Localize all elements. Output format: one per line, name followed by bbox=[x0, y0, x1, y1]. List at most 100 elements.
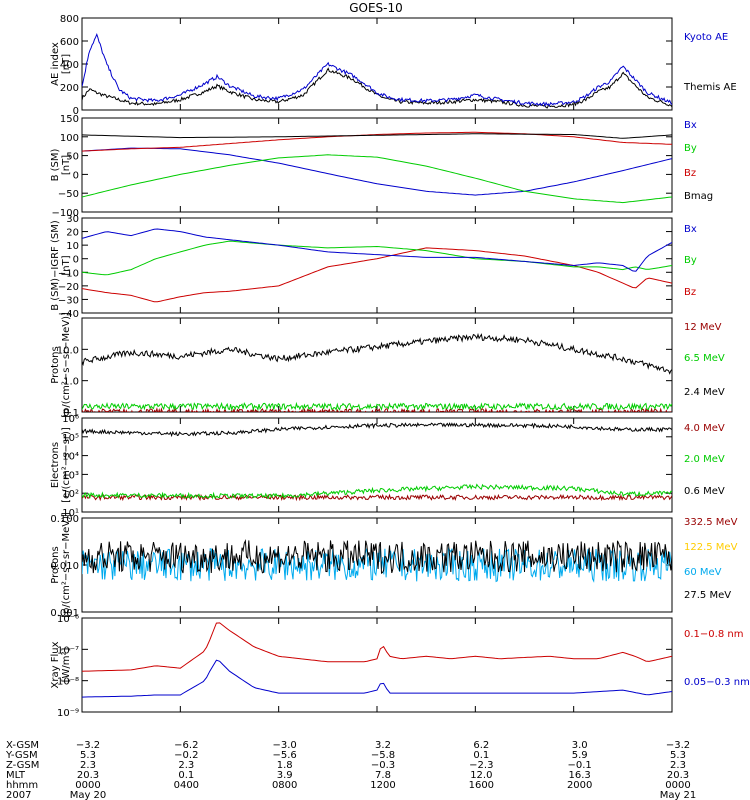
series-line bbox=[82, 154, 672, 204]
y-tick-label: 10⁴ bbox=[62, 452, 79, 463]
y-tick-label: 600 bbox=[60, 37, 79, 48]
panel-electrons: 10¹ 10² 10³ 10⁴ 10⁵ 10⁶ Electrons[e/(cm²−s−sr)… bbox=[50, 414, 725, 519]
legend-entry: 122.5 MeV bbox=[684, 542, 738, 553]
orbit-value: −2.3 bbox=[469, 760, 493, 771]
legend-entry: By bbox=[684, 255, 697, 266]
legend-entry: Themis AE bbox=[683, 82, 737, 93]
y-axis-label: Electrons[e/(cm²−s−sr)] bbox=[50, 427, 72, 503]
y-tick-label: 1.0 bbox=[63, 377, 79, 388]
legend-entry: 12 MeV bbox=[684, 322, 722, 333]
y-tick-label: 10.0 bbox=[57, 345, 79, 356]
series-line bbox=[82, 240, 672, 276]
y-tick-label: 0.001 bbox=[50, 608, 79, 619]
legend-entry: 2.0 MeV bbox=[684, 454, 725, 465]
legend-entry: 6.5 MeV bbox=[684, 353, 725, 364]
legend-entry: Bmag bbox=[684, 191, 713, 202]
y-tick-label: 10² bbox=[62, 489, 79, 500]
orbit-value: −5.6 bbox=[273, 750, 297, 761]
series-line bbox=[82, 539, 672, 575]
orbit-table: X-GSMY-GSMZ-GSMMLThhmm2007−3.25.32.320.3… bbox=[5, 740, 696, 800]
orbit-value: 5.9 bbox=[572, 750, 588, 761]
y-tick-label: 400 bbox=[60, 60, 79, 71]
orbit-value: 0000 bbox=[75, 780, 100, 791]
orbit-value: 1200 bbox=[370, 780, 395, 791]
orbit-row-label: Y-GSM bbox=[5, 750, 38, 761]
series-line bbox=[82, 147, 672, 196]
panel-xray: 10⁻⁹ 10⁻⁸ 10⁻⁷ 10⁻⁶ Xray Flux[W/m²] 0.1−0.8 n… bbox=[50, 614, 750, 719]
y-tick-label: 0 bbox=[73, 170, 79, 181]
y-tick-label: 10⁻⁶ bbox=[57, 614, 79, 625]
y-tick-label: 10⁻⁷ bbox=[57, 645, 79, 656]
orbit-value: 0800 bbox=[272, 780, 297, 791]
legend-entry: By bbox=[684, 143, 697, 154]
orbit-value: −6.2 bbox=[174, 740, 198, 751]
legend-entry: Kyoto AE bbox=[684, 32, 728, 43]
y-tick-label: −50 bbox=[58, 189, 79, 200]
y-tick-label: 20 bbox=[66, 228, 79, 239]
y-axis-label: Protons[p/(cm²−s−sr−MeV)] bbox=[50, 312, 72, 418]
orbit-value: −0.1 bbox=[568, 760, 592, 771]
orbit-row-label: Z-GSM bbox=[6, 760, 39, 771]
series-line bbox=[82, 493, 672, 502]
orbit-value: −0.2 bbox=[174, 750, 198, 761]
y-tick-label: 0.1 bbox=[63, 408, 79, 419]
series-line bbox=[82, 228, 672, 272]
y-tick-label: 10⁶ bbox=[62, 414, 79, 425]
legend-entry: Bz bbox=[684, 168, 696, 179]
series-line bbox=[82, 32, 672, 108]
legend-entry: 60 MeV bbox=[684, 567, 722, 578]
legend-entry: 4.0 MeV bbox=[684, 423, 725, 434]
legend-entry: 0.1−0.8 nm bbox=[684, 629, 743, 640]
panel-protons2: 0.001 0.010 0.100Protons[p/(cm²−s−sr−MeV)]… bbox=[50, 512, 738, 619]
orbit-value: −3.0 bbox=[273, 740, 297, 751]
legend-entry: 2.4 MeV bbox=[684, 387, 725, 398]
orbit-value: 2000 bbox=[567, 780, 592, 791]
orbit-value: 7.8 bbox=[375, 770, 391, 781]
y-tick-label: 200 bbox=[60, 83, 79, 94]
orbit-row-label: 2007 bbox=[6, 790, 31, 800]
orbit-value: 12.0 bbox=[470, 770, 492, 781]
y-tick-label: 0 bbox=[73, 106, 79, 117]
y-tick-label: 0.010 bbox=[50, 561, 79, 572]
orbit-value: 2.3 bbox=[178, 760, 194, 771]
orbit-value: 0400 bbox=[174, 780, 199, 791]
legend-entry: Bz bbox=[684, 287, 696, 298]
y-axis-label: Protons[p/(cm²−s−sr−MeV)] bbox=[50, 512, 72, 618]
orbit-value: May 20 bbox=[70, 790, 107, 800]
series-line bbox=[82, 67, 672, 109]
orbit-value: 1600 bbox=[469, 780, 494, 791]
orbit-value: 3.9 bbox=[277, 770, 293, 781]
panel-bigrf: −40 −30 −20 −10 0 10 20 30B (SM)−IGRF (SM)[nT] B… bbox=[50, 214, 697, 320]
orbit-value: 1.8 bbox=[277, 760, 293, 771]
y-tick-label: 10 bbox=[66, 241, 79, 252]
series-line bbox=[82, 332, 672, 375]
orbit-value: −0.3 bbox=[371, 760, 395, 771]
y-tick-label: −20 bbox=[58, 282, 79, 293]
legend-entry: 0.05−0.3 nm bbox=[684, 677, 750, 688]
orbit-value: 20.3 bbox=[77, 770, 99, 781]
orbit-value: 6.2 bbox=[473, 740, 489, 751]
y-tick-label: −100 bbox=[52, 208, 79, 219]
series-line bbox=[82, 422, 672, 438]
y-axis-label: AE index[nT] bbox=[50, 42, 72, 86]
series-line bbox=[82, 401, 672, 412]
y-tick-label: 0.100 bbox=[50, 514, 79, 525]
y-tick-label: 10¹ bbox=[62, 508, 79, 519]
panel-bsm: −100 −50 0 50 100 150 B (SM)[nT] Bx By Bz Bmag bbox=[50, 114, 713, 219]
orbit-value: −5.8 bbox=[371, 750, 395, 761]
orbit-value: 16.3 bbox=[569, 770, 591, 781]
orbit-value: 5.3 bbox=[80, 750, 96, 761]
series-line bbox=[82, 247, 672, 303]
legend-entry: 332.5 MeV bbox=[684, 517, 738, 528]
series-line bbox=[82, 659, 672, 698]
series-line bbox=[82, 131, 672, 152]
series-line bbox=[82, 483, 672, 500]
orbit-value: May 21 bbox=[660, 790, 697, 800]
orbit-value: −3.2 bbox=[76, 740, 100, 751]
y-tick-label: 30 bbox=[66, 214, 79, 225]
y-tick-label: 800 bbox=[60, 14, 79, 25]
y-tick-label: −10 bbox=[58, 268, 79, 279]
y-tick-label: 150 bbox=[60, 114, 79, 125]
chart-title: GOES-10 bbox=[349, 1, 403, 15]
